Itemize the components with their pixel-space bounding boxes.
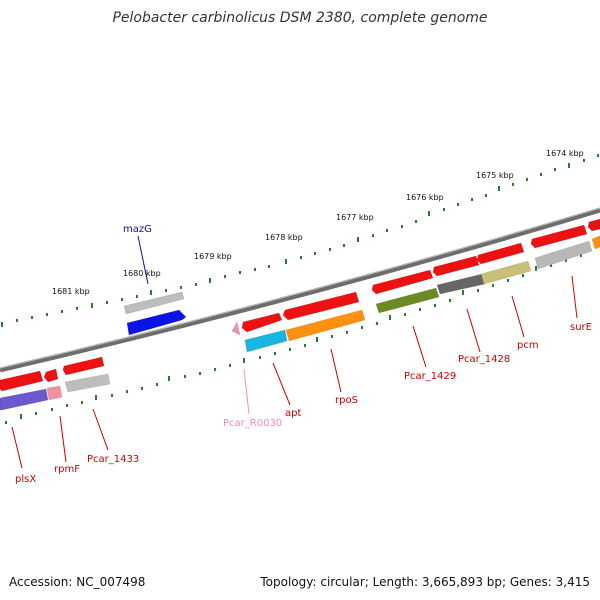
- leader-pcm: [511, 295, 525, 338]
- gene-label-plsX: plsX: [15, 474, 36, 485]
- gene-label-mazG: mazG: [123, 224, 152, 235]
- leader-surE: [571, 275, 578, 319]
- gene-apt[interactable]: [244, 329, 288, 353]
- gene-label-surE: surE: [570, 322, 592, 333]
- scale-label: 1680 kbp: [123, 269, 161, 278]
- gene-Pcar_R0030[interactable]: [231, 321, 241, 336]
- leader-rpmF: [59, 415, 67, 463]
- gene-red[interactable]: [282, 291, 360, 321]
- accession-label: Accession: NC_007498: [9, 575, 146, 589]
- outer-scale-ticks: [1, 154, 599, 327]
- gene-red[interactable]: [62, 356, 105, 376]
- leader-mazG: [137, 235, 149, 285]
- leader-Pcar_1429: [412, 325, 427, 368]
- inner-strand-genes: [0, 235, 600, 411]
- gene-red[interactable]: [587, 218, 600, 232]
- gene-label-rpmF: rpmF: [54, 464, 80, 475]
- gene-red[interactable]: [241, 312, 283, 333]
- scale-label: 1679 kbp: [194, 252, 232, 261]
- leader-Pcar_R0030: [243, 368, 250, 415]
- gene-label-Pcar_1429: Pcar_1429: [404, 371, 456, 382]
- gene-red[interactable]: [0, 370, 44, 392]
- scale-label: 1677 kbp: [336, 213, 374, 222]
- gene-red[interactable]: [530, 224, 588, 249]
- leader-apt: [272, 362, 291, 406]
- gene-mazG[interactable]: [126, 309, 187, 336]
- gene-surE[interactable]: [534, 240, 593, 270]
- scale-label: 1676 kbp: [406, 193, 444, 202]
- gene-red[interactable]: [476, 242, 525, 265]
- gene-label-pcm: pcm: [517, 340, 539, 351]
- gene-orange-edge[interactable]: [591, 235, 600, 250]
- topology-label: Topology: circular; Length: 3,665,893 bp…: [260, 575, 590, 589]
- gene-label-apt: apt: [285, 408, 301, 419]
- gene-rpoS[interactable]: [285, 309, 366, 342]
- leader-Pcar_1433: [92, 408, 109, 451]
- inner-scale-ticks: [5, 254, 582, 424]
- gene-pcm[interactable]: [480, 260, 532, 285]
- gene-Pcar_1428[interactable]: [436, 273, 486, 295]
- scale-label: 1674 kbp: [546, 149, 584, 158]
- label-leaders: [11, 235, 578, 469]
- scale-label: 1675 kbp: [476, 171, 514, 180]
- genome-backbone: [0, 207, 600, 373]
- gene-label-Pcar_R0030: Pcar_R0030: [223, 418, 282, 429]
- gene-label-Pcar_1433: Pcar_1433: [87, 454, 139, 465]
- scale-label: 1681 kbp: [52, 287, 90, 296]
- gene-rpmF[interactable]: [46, 385, 63, 401]
- gene-label-rpoS: rpoS: [335, 395, 358, 406]
- leader-plsX: [11, 426, 23, 469]
- outer-strand-genes: [0, 218, 600, 393]
- gene-plsX[interactable]: [0, 388, 49, 411]
- gene-red[interactable]: [371, 269, 434, 295]
- leader-Pcar_1428: [466, 308, 481, 353]
- gene-label-Pcar_1428: Pcar_1428: [458, 354, 510, 365]
- gene-Pcar_1429[interactable]: [375, 287, 440, 314]
- gene-mazG-partner[interactable]: [123, 291, 185, 315]
- gene-grey-small[interactable]: [64, 373, 111, 393]
- gene-red[interactable]: [432, 255, 480, 277]
- genome-backbone-highlight: [0, 207, 600, 369]
- leader-rpoS: [330, 348, 342, 393]
- scale-label: 1678 kbp: [265, 233, 303, 242]
- map-title: Pelobacter carbinolicus DSM 2380, comple…: [112, 10, 488, 26]
- gene-red[interactable]: [43, 368, 59, 383]
